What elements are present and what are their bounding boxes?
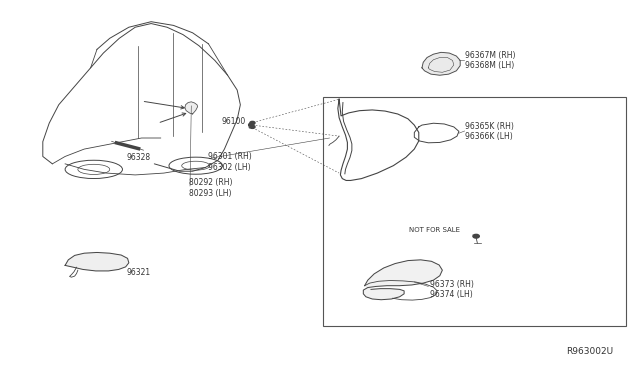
Text: 80292 (RH)
80293 (LH): 80292 (RH) 80293 (LH) (189, 178, 233, 198)
Polygon shape (364, 260, 442, 300)
Text: NOT FOR SALE: NOT FOR SALE (409, 227, 460, 233)
Circle shape (473, 234, 479, 238)
Polygon shape (422, 52, 460, 75)
Bar (323, 97, 626, 326)
Text: 96301 (RH)
96302 (LH): 96301 (RH) 96302 (LH) (209, 152, 252, 172)
Polygon shape (65, 253, 129, 271)
Circle shape (248, 123, 253, 126)
Text: 96321: 96321 (127, 267, 151, 276)
Polygon shape (185, 102, 198, 114)
Text: 96100: 96100 (221, 116, 246, 125)
Text: 96365K (RH)
96366K (LH): 96365K (RH) 96366K (LH) (465, 122, 513, 141)
Text: 96367M (RH)
96368M (LH): 96367M (RH) 96368M (LH) (465, 51, 515, 70)
Text: R963002U: R963002U (566, 347, 613, 356)
Text: 96373 (RH)
96374 (LH): 96373 (RH) 96374 (LH) (429, 280, 474, 299)
Circle shape (250, 125, 255, 128)
Circle shape (250, 121, 255, 124)
Text: 96328: 96328 (127, 153, 151, 162)
